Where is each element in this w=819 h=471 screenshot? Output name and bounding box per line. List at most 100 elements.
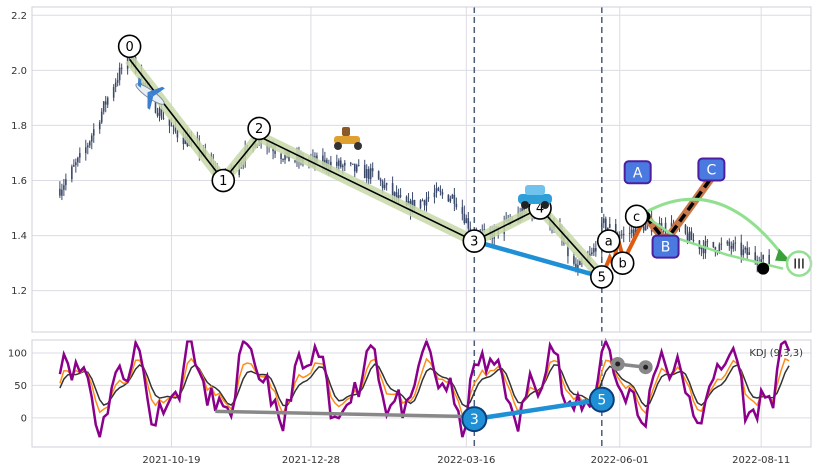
candle-body — [168, 118, 171, 126]
price-ytick-label: 1.6 — [11, 176, 27, 187]
candle-body — [353, 163, 356, 172]
candle-body — [77, 157, 79, 163]
candle-body — [349, 162, 352, 164]
candle-body — [154, 92, 157, 113]
xtick-label: 2022-03-16 — [437, 455, 495, 466]
candle-body — [114, 82, 117, 88]
candle-body — [355, 165, 358, 172]
price-ytick-label: 1.2 — [11, 286, 27, 297]
candle-body — [363, 164, 366, 179]
candle-body — [644, 222, 647, 231]
candle-body — [73, 165, 75, 167]
scooter-body — [334, 136, 360, 144]
candle-body — [98, 122, 101, 130]
correction-label-b-circle — [610, 251, 635, 275]
candle-body — [84, 147, 87, 154]
price-ytick-label: 1.8 — [11, 121, 27, 132]
candle-body — [688, 231, 691, 242]
candle-body — [595, 248, 597, 252]
candle-body — [447, 194, 450, 202]
candle-body — [343, 162, 346, 166]
car-icon — [518, 185, 552, 209]
scooter-icon — [334, 127, 362, 150]
candle-body — [632, 229, 635, 237]
correction-label-c: c — [633, 210, 640, 225]
candle-body — [407, 200, 410, 206]
candle-body — [439, 190, 442, 192]
candle-body — [622, 233, 625, 235]
candle-body — [754, 252, 757, 261]
wave-label-3-circle — [462, 229, 487, 253]
scooter-seat — [342, 127, 350, 136]
candle-body — [467, 218, 470, 229]
candle-body — [92, 129, 95, 136]
price-panel-background — [32, 7, 811, 332]
candle-body — [280, 153, 282, 159]
candle-body — [614, 224, 617, 234]
wave-label-5: 5 — [598, 270, 606, 285]
candle-body — [692, 240, 695, 242]
wave-label-4: 4 — [536, 202, 544, 217]
kdj-panel-frame — [31, 339, 812, 448]
green-projection-arc — [644, 197, 787, 260]
candle-body — [282, 158, 284, 160]
candle-body — [744, 247, 747, 250]
candle-body — [172, 125, 175, 127]
abc-label-C: C — [706, 163, 716, 179]
candle-body — [461, 207, 464, 214]
candle-body — [453, 194, 456, 204]
candle-body — [762, 254, 764, 260]
plane-tail — [137, 77, 141, 88]
candle-body — [602, 218, 605, 224]
candle-body — [342, 165, 344, 168]
candle-body — [726, 241, 729, 244]
candle-body — [567, 242, 569, 257]
abc-box-B — [651, 234, 680, 259]
wave-label-5-circle — [590, 265, 614, 289]
candle-body — [455, 203, 458, 208]
candle-body — [63, 185, 65, 190]
candle-body — [162, 118, 165, 120]
kdj-gray-trend — [215, 409, 467, 419]
price-ytick-label: 1.4 — [11, 231, 27, 242]
candle-body — [393, 192, 396, 196]
candle-body — [421, 200, 424, 202]
candle-body — [618, 234, 621, 236]
candle-body — [742, 249, 745, 256]
candle-body — [90, 135, 93, 142]
price-grid — [32, 7, 811, 332]
candle-body — [340, 160, 342, 168]
candle-body — [606, 227, 609, 230]
candle-body — [100, 111, 103, 123]
abc-label-A: A — [633, 165, 643, 181]
candle-body — [593, 248, 595, 253]
candle-body — [182, 137, 185, 144]
candle-body — [728, 241, 731, 246]
kdj-wave-marker-3 — [461, 406, 488, 433]
candle-body — [79, 153, 81, 158]
kdj-ytick-label: 0 — [21, 413, 27, 424]
candle-body — [120, 67, 123, 69]
xtick-label: 2022-06-01 — [591, 455, 649, 466]
candle-body — [441, 191, 444, 195]
kdj-dot-center — [615, 361, 621, 367]
candle-body — [158, 108, 161, 116]
correction-label-c-circle — [624, 204, 649, 229]
candle-body — [86, 145, 89, 148]
kdj-series — [58, 337, 791, 438]
wave-line — [128, 58, 603, 278]
candle-body — [591, 252, 593, 255]
candle-body — [730, 245, 733, 249]
candle-body — [579, 261, 581, 266]
kdj-blue-trend — [473, 397, 603, 422]
green-projection-line — [644, 215, 784, 270]
candle-body — [419, 200, 422, 209]
scooter-wheel — [334, 142, 342, 150]
candle-body — [664, 222, 667, 233]
candle-body — [465, 218, 468, 224]
candle-body — [365, 169, 368, 179]
candle-body — [383, 184, 386, 189]
